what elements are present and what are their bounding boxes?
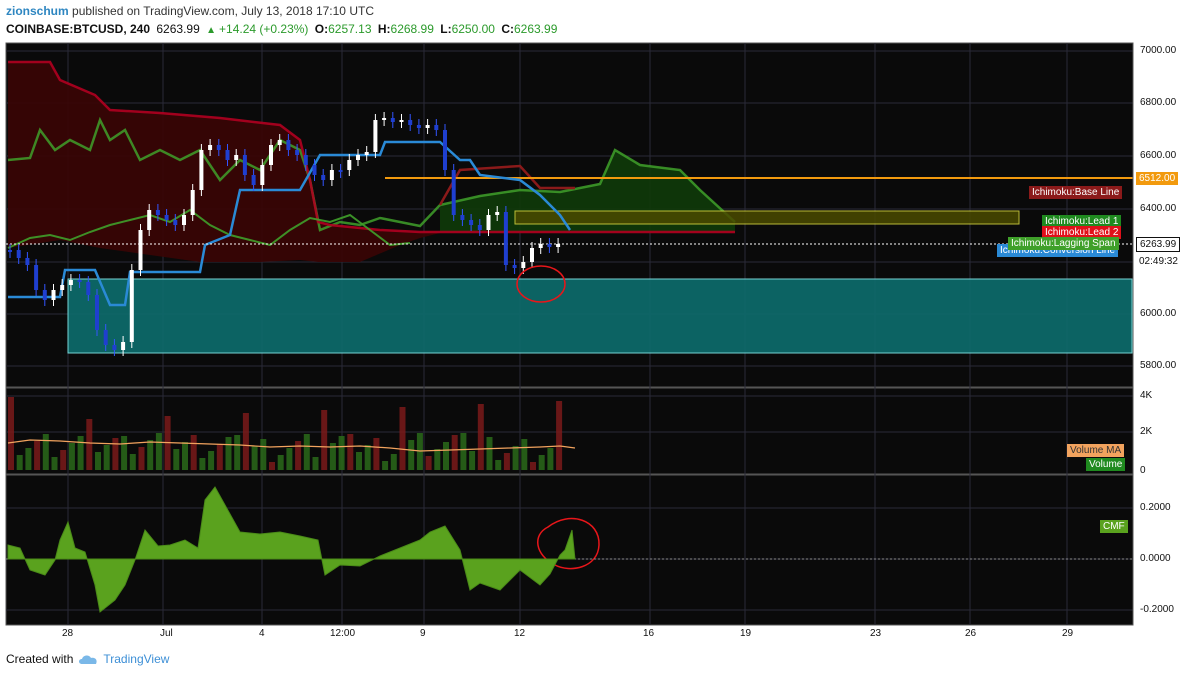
time-label-28: 28 — [62, 628, 74, 639]
volume-tick-4k: 4K — [1140, 390, 1153, 401]
volume-tag: Volume — [1086, 458, 1126, 471]
cmf-area — [7, 486, 576, 613]
time-label-jul: Jul — [160, 628, 173, 639]
time-label-1200: 12:00 — [330, 628, 356, 639]
level-price-tag: 6512.00 — [1136, 172, 1179, 185]
lagging-span — [7, 208, 411, 249]
volume-ma-tag: Volume MA — [1067, 444, 1125, 457]
price-tick-5800: 5800.00 — [1140, 360, 1177, 371]
footer-created-text: Created with — [6, 652, 74, 666]
footer: Created with TradingView — [6, 652, 169, 666]
up-arrow-icon: ▲ — [206, 25, 217, 36]
price-tick-7000: 7000.00 — [1140, 45, 1177, 56]
annotation-circle-price — [516, 265, 566, 303]
lead2-tag: Ichimoku:Lead 2 — [1042, 226, 1122, 239]
lead1-line — [7, 116, 736, 232]
tradingview-brand: TradingView — [103, 652, 170, 666]
close-value: 6263.99 — [513, 22, 558, 36]
volume-tick-2k: 2K — [1140, 426, 1153, 437]
conversion-line — [8, 140, 572, 307]
lagging-tag: Ichimoku:Lagging Span — [1008, 237, 1119, 250]
lead1-tag: Ichimoku:Lead 1 — [1042, 215, 1122, 228]
chart-canvas[interactable] — [0, 0, 1191, 650]
resistance-zone — [514, 210, 1020, 225]
volume-ma-line — [7, 439, 576, 452]
volume-tick-0: 0 — [1140, 465, 1146, 476]
low-value: 6250.00 — [451, 22, 495, 36]
last-price-tag: 6263.99 — [1136, 237, 1181, 252]
time-label-12: 12 — [514, 628, 526, 639]
price-tick-6000: 6000.00 — [1140, 308, 1177, 319]
ohlc-legend: COINBASE:BTCUSD, 240 6263.99 ▲ +14.24 (+0… — [6, 22, 560, 36]
last-price: 6263.99 — [156, 22, 200, 36]
price-tick-6400: 6400.00 — [1140, 203, 1177, 214]
publish-info: zionschum published on TradingView.com, … — [6, 4, 374, 18]
cmf-tick-0.2: 0.2000 — [1140, 502, 1171, 513]
annotation-circle-cmf — [537, 517, 600, 570]
time-label-29: 29 — [1062, 628, 1074, 639]
high-label: H: — [377, 22, 391, 36]
cmf-tick-neg0.2: -0.2000 — [1140, 604, 1174, 615]
cmf-tick-0: 0.0000 — [1140, 553, 1171, 564]
time-label-23: 23 — [870, 628, 882, 639]
tradingview-link[interactable]: TradingView — [77, 652, 169, 666]
candles — [8, 112, 561, 356]
open-value: 6257.13 — [328, 22, 372, 36]
symbol-label[interactable]: COINBASE:BTCUSD, 240 — [6, 22, 151, 36]
countdown-tag: 02:49:32 — [1136, 255, 1181, 268]
author-link[interactable]: zionschum — [6, 4, 69, 18]
low-label: L: — [440, 22, 452, 36]
open-label: O: — [314, 22, 329, 36]
close-label: C: — [501, 22, 514, 36]
price-tick-6800: 6800.00 — [1140, 97, 1177, 108]
cmf-tag: CMF — [1100, 520, 1128, 533]
high-value: 6268.99 — [390, 22, 434, 36]
kumo-bearish-fill — [8, 62, 735, 262]
time-label-9: 9 — [420, 628, 426, 639]
time-label-16: 16 — [643, 628, 655, 639]
range-box — [67, 278, 1133, 354]
time-label-19: 19 — [740, 628, 752, 639]
price-tick-6600: 6600.00 — [1140, 150, 1177, 161]
published-text: published on TradingView.com, July 13, 2… — [72, 4, 374, 18]
time-label-4: 4 — [259, 628, 265, 639]
tradingview-cloud-icon — [79, 655, 98, 664]
time-label-26: 26 — [965, 628, 977, 639]
base-line-tag: Ichimoku:Base Line — [1029, 186, 1123, 199]
price-change: +14.24 (+0.23%) — [219, 22, 309, 36]
